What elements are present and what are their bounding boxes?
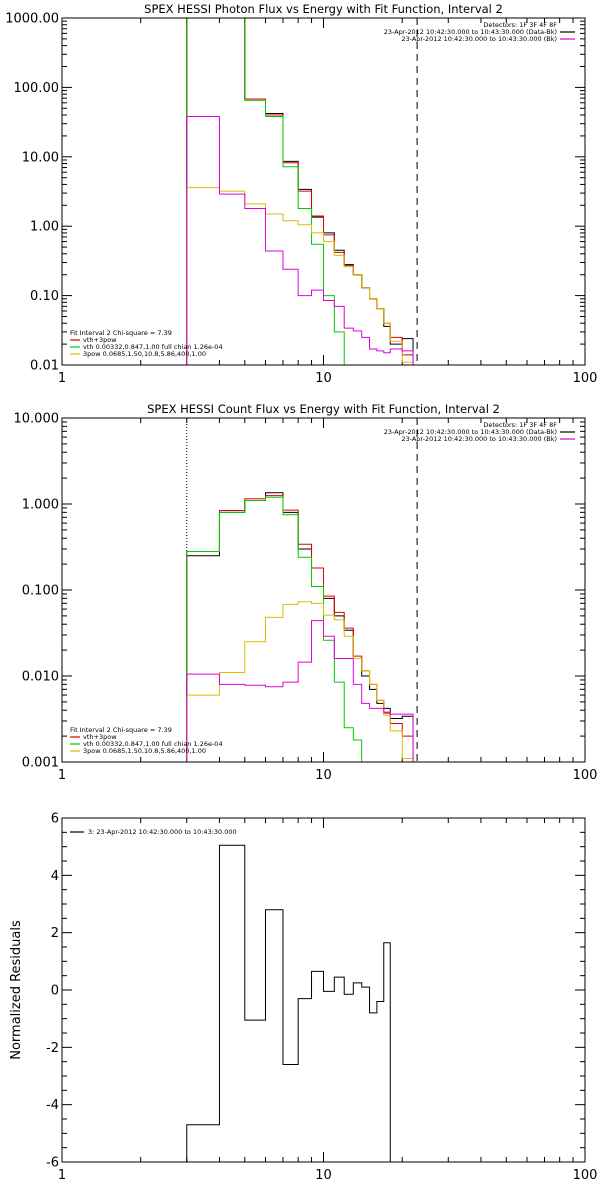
- x-tick-label: 1: [58, 768, 66, 783]
- x-tick-label: 100: [573, 1168, 598, 1183]
- y-tick-label: 2: [51, 926, 59, 941]
- chart-count: SPEX HESSI Count Flux vs Energy with Fit…: [14, 402, 598, 783]
- series-data-line: [186, 492, 414, 762]
- series-powerlaw-line: [186, 187, 414, 365]
- series-data-line: [186, 844, 391, 1162]
- y-tick-label: 1000.00: [5, 12, 59, 27]
- series-powerlaw-line: [186, 601, 414, 762]
- x-tick-label: 10: [315, 768, 332, 783]
- y-tick-label: 10.00: [22, 150, 59, 165]
- fit-legend-header: Fit Interval 2 Chi-square = 7.39: [70, 329, 172, 337]
- series-total-line: [186, 495, 414, 762]
- plot-frame: [61, 17, 586, 366]
- legend-header: Detectors: 1F 3F 4F 8F: [483, 21, 557, 29]
- y-tick-label: 1.00: [30, 220, 59, 235]
- fit-legend-entry-label: vth 0.00332,0.847,1.00 full chian 1.26e-…: [83, 343, 223, 351]
- y-tick-label: 6: [51, 812, 59, 827]
- y-tick-label: 4: [51, 869, 59, 884]
- x-tick-label: 10: [315, 1168, 332, 1183]
- y-tick-label: -4: [46, 1098, 59, 1113]
- legend-header: Detectors: 1F 3F 4F 8F: [483, 421, 557, 429]
- fit-legend-entry-label: vth 0.00332,0.847,1.00 full chian 1.26e-…: [83, 740, 223, 748]
- x-tick-label: 10: [315, 371, 332, 386]
- chart-title: SPEX HESSI Count Flux vs Energy with Fit…: [147, 402, 500, 416]
- y-tick-label: 0.001: [22, 756, 59, 771]
- y-tick-label: 0.01: [30, 359, 59, 374]
- y-tick-label: 0.100: [22, 584, 59, 599]
- x-tick-label: 100: [573, 371, 598, 386]
- series-group: [186, 18, 414, 365]
- series-thermal-line: [186, 18, 345, 365]
- fit-legend-entry-label: vth+3pow: [83, 336, 117, 344]
- fit-legend-entry-label: vth+3pow: [83, 733, 117, 741]
- y-tick-label: 1.000: [22, 498, 59, 513]
- legend-entry-label: 23-Apr-2012 10:42:30.000 to 10:43:30.000…: [401, 35, 557, 43]
- y-tick-label: 0: [51, 984, 59, 999]
- series-background-line: [186, 620, 414, 762]
- y-axis-label: Normalized Residuals: [9, 920, 24, 1060]
- y-tick-label: -6: [46, 1156, 59, 1171]
- plot-frame: [61, 417, 586, 763]
- fit-legend-entry-label: 3pow 0.0685,1.50,10.8,5.86,400,1.00: [83, 747, 206, 755]
- chart-title: SPEX HESSI Photon Flux vs Energy with Fi…: [144, 2, 503, 16]
- series-group: [186, 492, 414, 762]
- legend-entry-label: 23-Apr-2012 10:42:30.000 to 10:43:30.000…: [401, 435, 557, 443]
- fit-legend-header: Fit Interval 2 Chi-square = 7.39: [70, 726, 172, 734]
- series-group: [186, 844, 391, 1162]
- y-tick-label: -2: [46, 1041, 59, 1056]
- y-tick-label: 10.000: [14, 412, 60, 427]
- x-tick-label: 1: [58, 371, 66, 386]
- chart-photon: SPEX HESSI Photon Flux vs Energy with Fi…: [5, 2, 597, 386]
- legend-entry-label: 23-Apr-2012 10:42:30.000 to 10:43:30.000…: [384, 428, 557, 436]
- y-tick-label: 0.10: [30, 289, 59, 304]
- fit-legend-entry-label: 3pow 0.0685,1.50,10.8,5.86,400,1.00: [83, 350, 206, 358]
- y-tick-label: 100.00: [14, 81, 60, 96]
- legend-entry-label: 23-Apr-2012 10:42:30.000 to 10:43:30.000…: [384, 28, 557, 36]
- plot-frame: [61, 817, 586, 1163]
- y-tick-label: 0.010: [22, 670, 59, 685]
- series-thermal-line: [186, 496, 371, 762]
- chart-resid: -6 -4 -2 0 2 4 6 1 10 100 Normalized Residuals 3: 2…: [9, 812, 597, 1184]
- legend-entry-label: 3: 23-Apr-2012 10:42:30.000 to 10:43:30.…: [88, 828, 237, 836]
- x-tick-label: 1: [58, 1168, 66, 1183]
- x-tick-label: 100: [573, 768, 598, 783]
- series-background-line: [186, 116, 414, 365]
